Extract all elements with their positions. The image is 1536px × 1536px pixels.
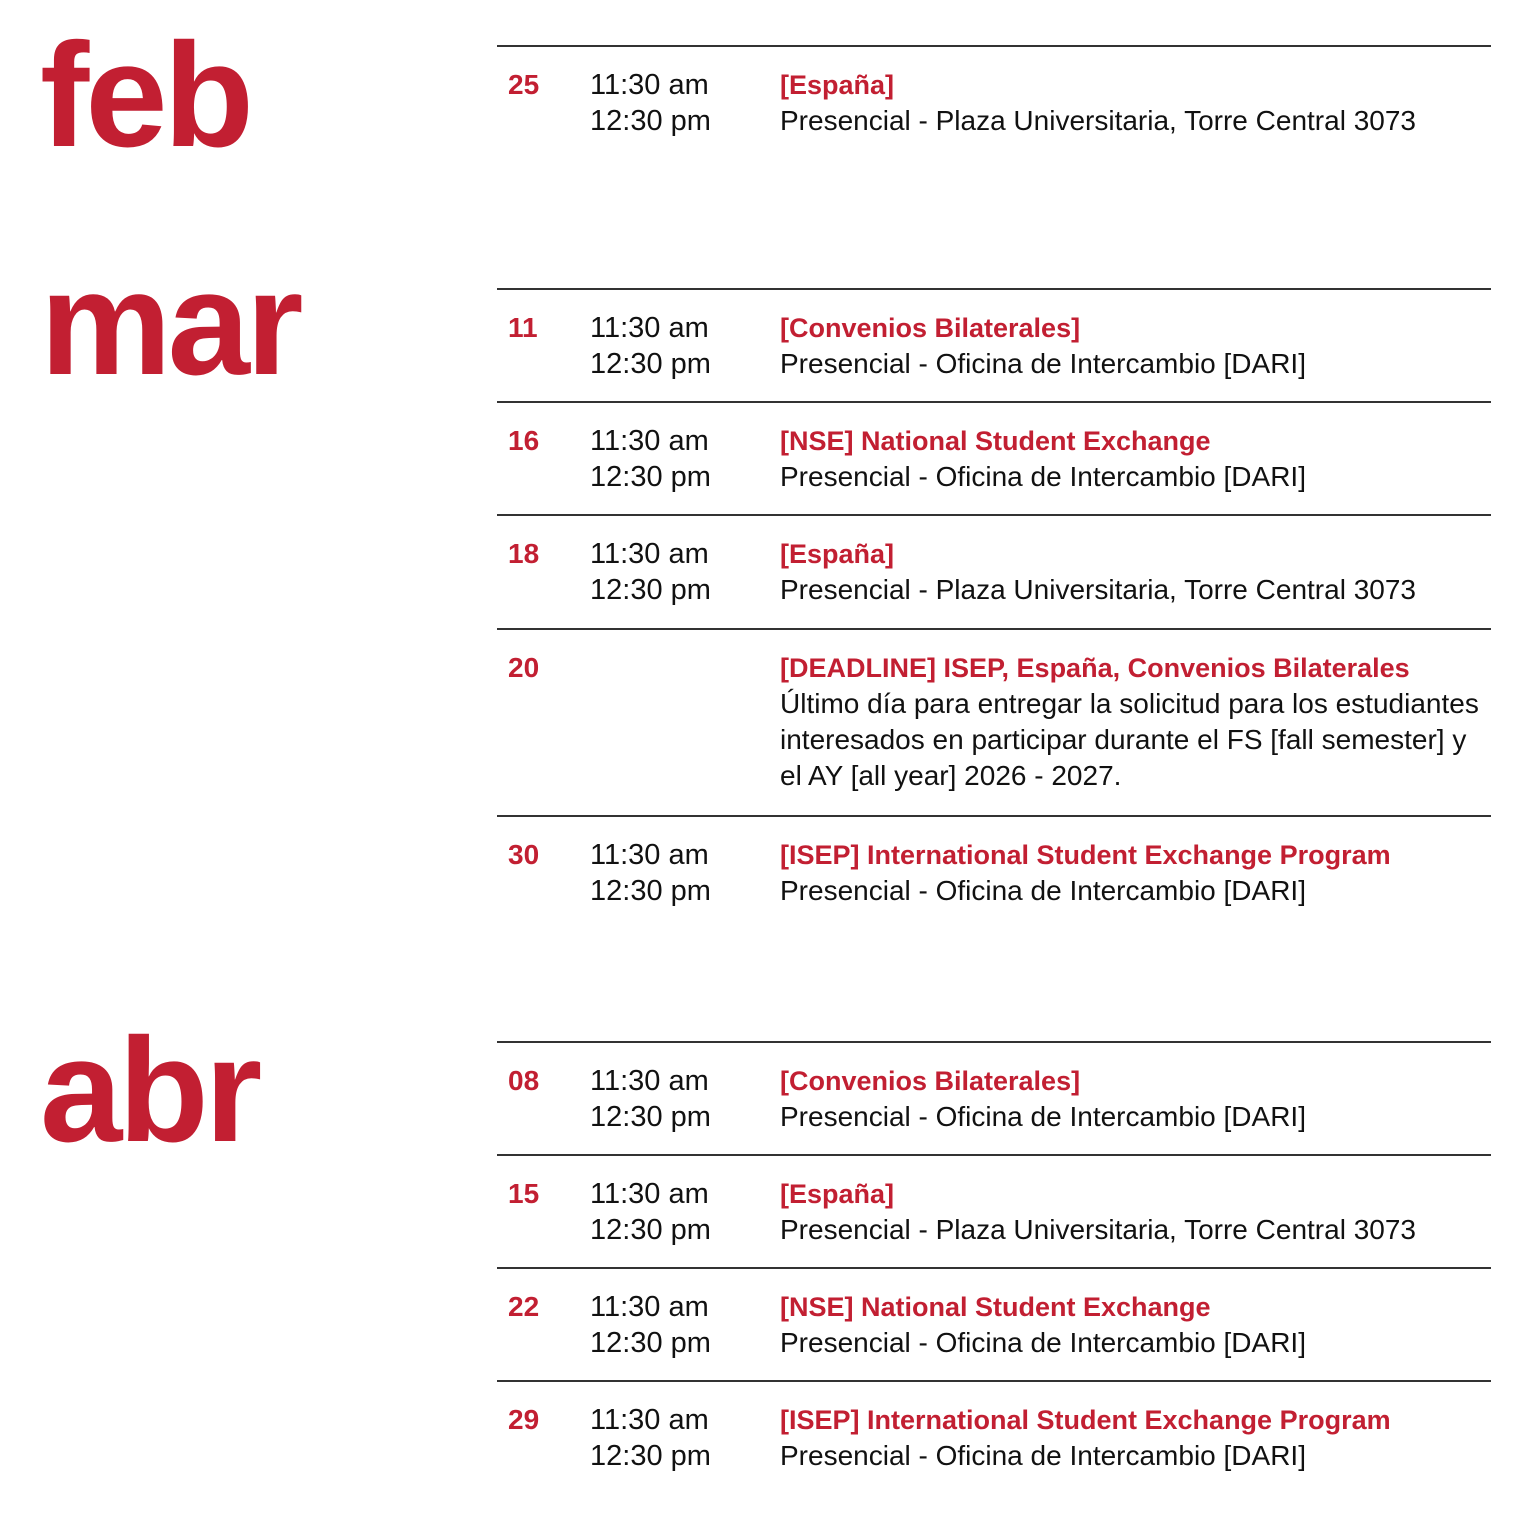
- event-day: 20: [508, 652, 540, 683]
- event-info: [ISEP] International Student Exchange Pr…: [780, 1402, 1491, 1493]
- start-time: 11:30 am: [590, 538, 709, 570]
- start-time: 11:30 am: [590, 425, 709, 457]
- event-row: 11 11:30 am 12:30 pm [Convenios Bilateral…: [497, 288, 1491, 401]
- event-description: Presencial - Oficina de Intercambio [DAR…: [780, 1101, 1306, 1132]
- event-info: [NSE] National Student Exchange Presencia…: [780, 1289, 1491, 1380]
- start-time: 11:30 am: [590, 312, 709, 344]
- event-time: 11:30 am 12:30 pm: [590, 67, 780, 288]
- event-title: [Convenios Bilaterales]: [780, 1066, 1081, 1096]
- event-row: 30 11:30 am 12:30 pm [ISEP] International…: [497, 815, 1491, 1041]
- event-day: 15: [508, 1178, 540, 1209]
- event-time: 11:30 am 12:30 pm: [590, 1176, 780, 1267]
- event-time: 11:30 am 12:30 pm: [590, 310, 780, 401]
- month-label: mar: [40, 241, 304, 406]
- event-time: 11:30 am 12:30 pm: [590, 1402, 780, 1493]
- event-title: [NSE] National Student Exchange: [780, 1292, 1211, 1322]
- start-time: 11:30 am: [590, 1178, 709, 1210]
- event-info: [España] Presencial - Plaza Universitaria…: [780, 67, 1491, 288]
- event-title: [NSE] National Student Exchange: [780, 426, 1211, 456]
- end-time: 12:30 pm: [590, 875, 711, 907]
- month-label: abr: [40, 1008, 262, 1173]
- event-description: Presencial - Oficina de Intercambio [DAR…: [780, 875, 1306, 906]
- end-time: 12:30 pm: [590, 574, 711, 606]
- event-time: 11:30 am 12:30 pm: [590, 423, 780, 514]
- event-title: [España]: [780, 1179, 895, 1209]
- end-time: 12:30 pm: [590, 1214, 711, 1246]
- event-row: 29 11:30 am 12:30 pm [ISEP] International…: [497, 1380, 1491, 1493]
- start-time: 11:30 am: [590, 1404, 709, 1436]
- end-time: 12:30 pm: [590, 348, 711, 380]
- end-time: 12:30 pm: [590, 105, 711, 137]
- event-row: 16 11:30 am 12:30 pm [NSE] National Stude…: [497, 401, 1491, 514]
- end-time: 12:30 pm: [590, 1440, 711, 1472]
- event-time: 11:30 am 12:30 pm: [590, 837, 780, 1041]
- event-title: [DEADLINE] ISEP, España, Convenios Bilat…: [780, 653, 1410, 683]
- month-events: 08 11:30 am 12:30 pm [Convenios Bilateral…: [497, 1041, 1491, 1493]
- event-day: 22: [508, 1291, 540, 1322]
- start-time: 11:30 am: [590, 839, 709, 871]
- event-info: [España] Presencial - Plaza Universitaria…: [780, 1176, 1491, 1267]
- event-row: 25 11:30 am 12:30 pm [España] Presencial -…: [497, 45, 1491, 288]
- start-time: 11:30 am: [590, 1065, 709, 1097]
- end-time: 12:30 pm: [590, 1101, 711, 1133]
- event-info: [NSE] National Student Exchange Presencia…: [780, 423, 1491, 514]
- event-info: [Convenios Bilaterales] Presencial - Ofic…: [780, 310, 1491, 401]
- start-time: 11:30 am: [590, 1291, 709, 1323]
- event-row: 22 11:30 am 12:30 pm [NSE] National Stude…: [497, 1267, 1491, 1380]
- event-day: 30: [508, 839, 540, 870]
- event-day: 29: [508, 1404, 540, 1435]
- event-time: 11:30 am 12:30 pm: [590, 536, 780, 628]
- event-description: Presencial - Plaza Universitaria, Torre …: [780, 1214, 1416, 1245]
- event-time: [590, 650, 780, 815]
- month-events: 11 11:30 am 12:30 pm [Convenios Bilateral…: [497, 288, 1491, 1041]
- event-time: 11:30 am 12:30 pm: [590, 1063, 780, 1154]
- month-events: 25 11:30 am 12:30 pm [España] Presencial -…: [497, 45, 1491, 288]
- event-day: 11: [508, 312, 538, 343]
- event-day: 18: [508, 538, 540, 569]
- event-title: [Convenios Bilaterales]: [780, 313, 1081, 343]
- end-time: 12:30 pm: [590, 1327, 711, 1359]
- event-time: 11:30 am 12:30 pm: [590, 1289, 780, 1380]
- event-title: [España]: [780, 539, 895, 569]
- event-description: Presencial - Oficina de Intercambio [DAR…: [780, 348, 1306, 379]
- event-title: [ISEP] International Student Exchange Pr…: [780, 1405, 1391, 1435]
- month-label: feb: [40, 13, 254, 178]
- event-info: [España] Presencial - Plaza Universitaria…: [780, 536, 1491, 628]
- event-day: 08: [508, 1065, 540, 1096]
- event-info: [DEADLINE] ISEP, España, Convenios Bilat…: [780, 650, 1491, 815]
- start-time: 11:30 am: [590, 69, 709, 101]
- event-title: [ISEP] International Student Exchange Pr…: [780, 840, 1391, 870]
- event-title: [España]: [780, 70, 895, 100]
- event-description: Presencial - Oficina de Intercambio [DAR…: [780, 1327, 1306, 1358]
- event-description: Presencial - Oficina de Intercambio [DAR…: [780, 1440, 1306, 1471]
- event-info: [Convenios Bilaterales] Presencial - Ofic…: [780, 1063, 1491, 1154]
- event-info: [ISEP] International Student Exchange Pr…: [780, 837, 1491, 1041]
- event-row: 18 11:30 am 12:30 pm [España] Presencial -…: [497, 514, 1491, 628]
- event-description: Presencial - Oficina de Intercambio [DAR…: [780, 461, 1306, 492]
- event-description: Presencial - Plaza Universitaria, Torre …: [780, 105, 1416, 136]
- event-row: 15 11:30 am 12:30 pm [España] Presencial -…: [497, 1154, 1491, 1267]
- event-row: 08 11:30 am 12:30 pm [Convenios Bilateral…: [497, 1041, 1491, 1154]
- event-description: Último día para entregar la solicitud pa…: [780, 688, 1479, 791]
- end-time: 12:30 pm: [590, 461, 711, 493]
- event-row: 20 [DEADLINE] ISEP, España, Convenios Bi…: [497, 628, 1491, 815]
- event-day: 25: [508, 69, 540, 100]
- event-day: 16: [508, 425, 540, 456]
- event-description: Presencial - Plaza Universitaria, Torre …: [780, 574, 1416, 605]
